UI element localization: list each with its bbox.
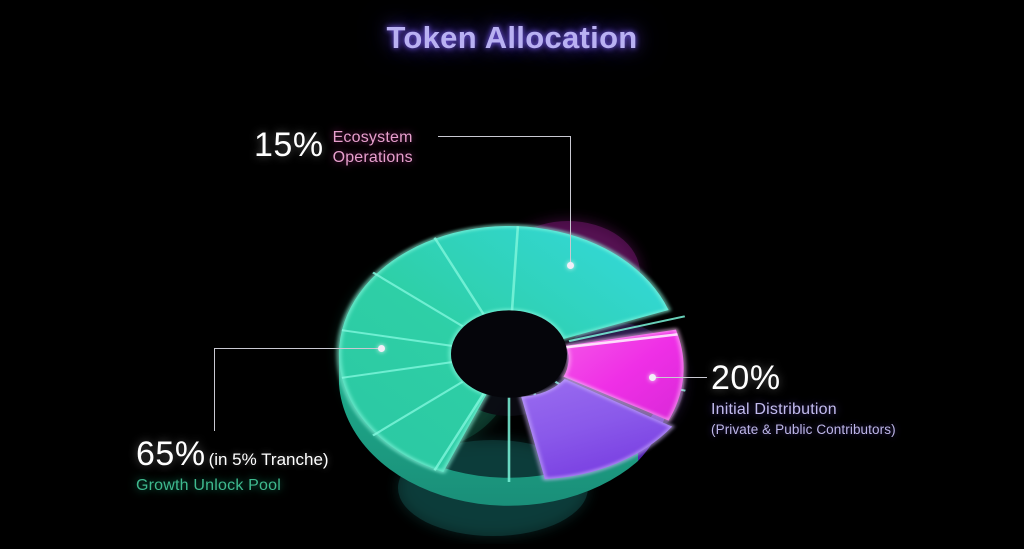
growth-label: Growth Unlock Pool [136, 477, 281, 494]
growth-tranche-note: (in 5% Tranche) [208, 450, 329, 469]
leader-line-growth-vertical [214, 348, 215, 431]
leader-line-ecosystem-horizontal [438, 136, 571, 137]
callout-growth-unlock-pool[interactable]: 65% (in 5% Tranche) Growth Unlock Pool [136, 434, 329, 495]
ecosystem-percent: 15% [254, 126, 324, 164]
leader-dot-ecosystem [567, 262, 574, 269]
leader-line-ecosystem-vertical [570, 136, 571, 266]
initial-distribution-note: (Private & Public Contributors) [711, 422, 896, 437]
initial-distribution-percent: 20% [711, 359, 781, 397]
ecosystem-label: Ecosystem Operations [333, 124, 413, 168]
growth-percent-row: 65% (in 5% Tranche) [136, 434, 329, 474]
ecosystem-label-line2: Operations [332, 149, 413, 166]
leader-line-growth-horizontal [214, 348, 381, 349]
initial-distribution-label: Initial Distribution [711, 401, 837, 418]
slice-ecosystem-operations[interactable] [561, 328, 686, 423]
donut-top-face [337, 224, 686, 483]
ecosystem-label-line1: Ecosystem [332, 129, 413, 146]
callout-ecosystem-operations[interactable]: 15% Ecosystem Operations [254, 124, 413, 168]
donut-chart [318, 168, 700, 544]
donut-chart-svg [337, 221, 686, 536]
leader-dot-initial-distribution [649, 374, 656, 381]
leader-dot-growth [378, 345, 385, 352]
page-title: Token Allocation [386, 20, 638, 55]
slice-initial-distribution[interactable] [519, 377, 675, 481]
leader-line-initial-distribution [655, 377, 707, 378]
growth-percent: 65% [136, 435, 206, 473]
callout-initial-distribution[interactable]: 20% Initial Distribution (Private & Publ… [711, 358, 896, 437]
